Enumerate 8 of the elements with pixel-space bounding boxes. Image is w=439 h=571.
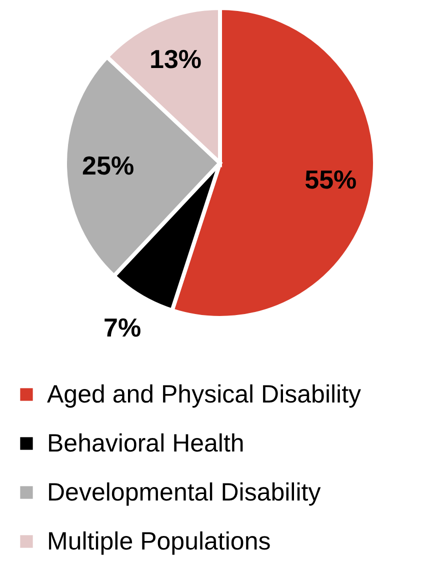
data-label: 13% (149, 44, 202, 74)
data-label: 55% (304, 164, 357, 195)
legend-label: Aged and Physical Disability (47, 380, 362, 408)
legend-label: Developmental Disability (47, 478, 322, 506)
legend-label: Multiple Populations (47, 528, 271, 556)
data-label: 25% (82, 150, 134, 181)
data-label: 7% (103, 312, 142, 342)
legend-label: Behavioral Health (47, 430, 244, 458)
